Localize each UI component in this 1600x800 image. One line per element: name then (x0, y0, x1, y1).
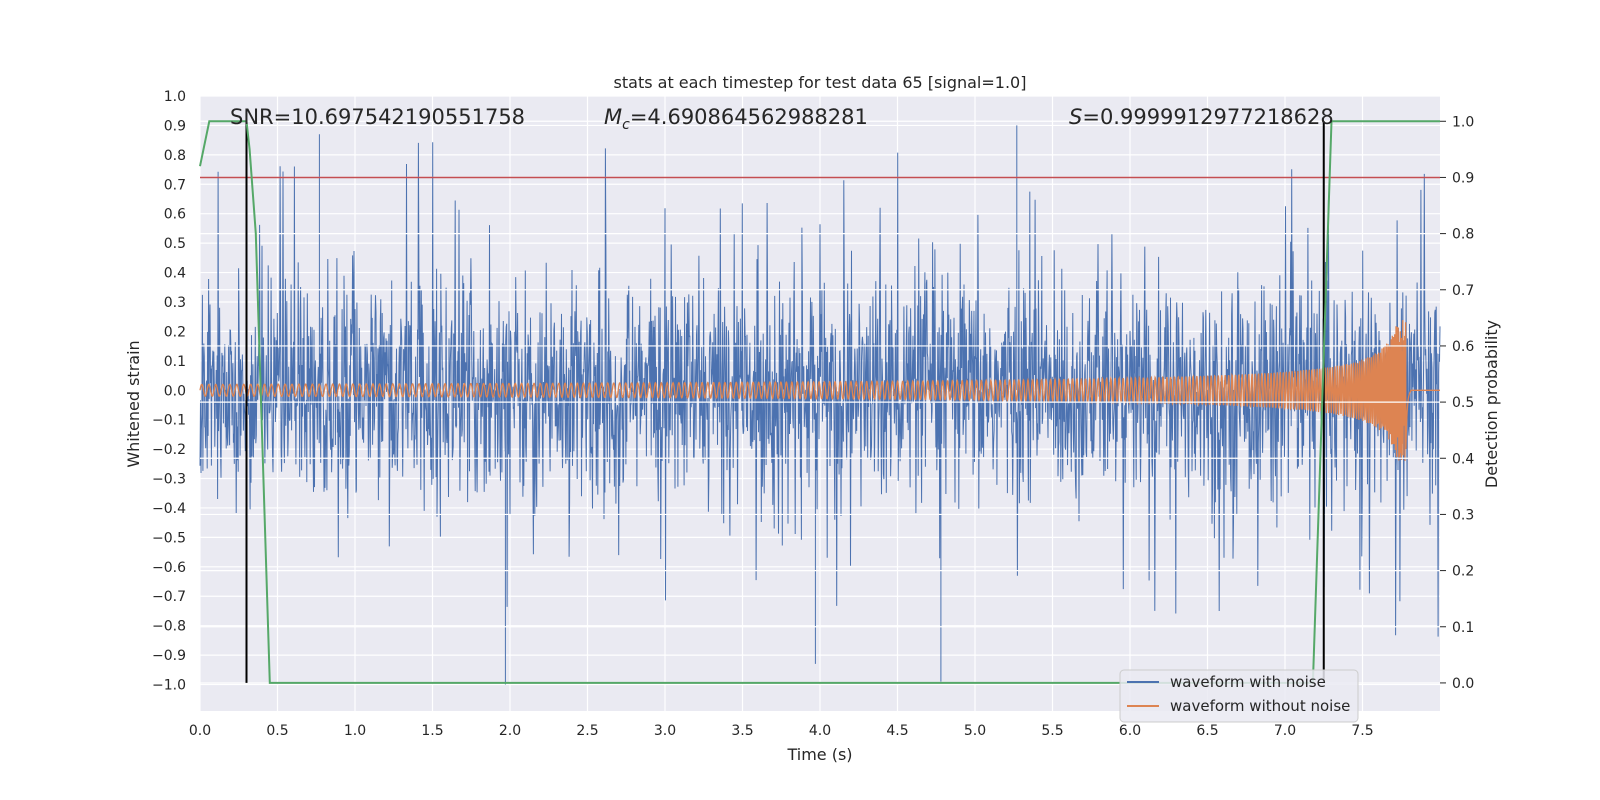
y-right-tick-label: 0.9 (1452, 170, 1474, 186)
x-tick-label: 6.0 (1119, 723, 1141, 739)
x-tick-label: 5.5 (1041, 723, 1063, 739)
y-right-tick-label: 0.7 (1452, 283, 1474, 299)
y-left-tick-label: −1.0 (152, 678, 186, 694)
chirp-mass-annotation: Mc=4.690864562988281 (604, 105, 868, 133)
y-left-tick-label: −0.9 (152, 648, 186, 664)
x-tick-label: 3.0 (654, 723, 676, 739)
x-tick-label: 6.5 (1196, 723, 1218, 739)
s-symbol: S (1069, 105, 1082, 129)
y-left-tick-label: 0.3 (164, 295, 186, 311)
chirp-mass-value: =4.690864562988281 (630, 105, 868, 129)
x-tick-label: 2.0 (499, 723, 521, 739)
x-tick-label: 4.0 (809, 723, 831, 739)
x-tick-label: 5.0 (964, 723, 986, 739)
y-right-tick-label: 1.0 (1452, 114, 1474, 130)
x-tick-label: 1.0 (344, 723, 366, 739)
series-line-detection-probability (199, 120, 1440, 684)
chirp-mass-subscript: c (622, 117, 630, 133)
y-left-tick-label: 0.8 (164, 148, 186, 164)
chart-title: stats at each timestep for test data 65 … (614, 73, 1027, 92)
legend: waveform with noise waveform without noi… (1119, 669, 1359, 723)
y-left-tick-label: −0.3 (152, 472, 186, 488)
series-line-waveform-with-noise (199, 125, 1441, 685)
y-left-tick-label: −0.2 (152, 442, 186, 458)
y-right-tick-label: 0.6 (1452, 339, 1474, 355)
y-right-tick-label: 0.5 (1452, 395, 1474, 411)
x-tick-label: 3.5 (731, 723, 753, 739)
chirp-mass-symbol: M (604, 105, 622, 129)
x-tick-label: 0.5 (266, 723, 288, 739)
y-left-tick-label: −0.8 (152, 619, 186, 635)
y-right-tick-label: 0.8 (1452, 227, 1474, 243)
x-tick-label: 7.5 (1351, 723, 1373, 739)
y-left-tick-label: 0.2 (164, 324, 186, 340)
y-left-tick-label: −0.1 (152, 413, 186, 429)
y-left-tick-label: 0.5 (164, 236, 186, 252)
y-right-tick-label: 0.1 (1452, 620, 1474, 636)
y-axis-right-label: Detection probability (1482, 320, 1501, 488)
y-right-tick-label: 0.4 (1452, 451, 1474, 467)
s-value: =0.9999912977218628 (1082, 105, 1333, 129)
y-left-tick-label: −0.6 (152, 560, 186, 576)
y-left-tick-label: 0.4 (164, 266, 186, 282)
y-left-tick-label: 0.9 (164, 118, 186, 134)
x-tick-label: 7.0 (1274, 723, 1296, 739)
x-tick-label: 1.5 (421, 723, 443, 739)
y-right-tick-label: 0.0 (1452, 676, 1474, 692)
x-axis-label: Time (s) (786, 745, 852, 764)
snr-annotation: SNR=10.697542190551758 (230, 105, 525, 129)
s-annotation: S=0.9999912977218628 (1069, 105, 1334, 129)
y-right-tick-label: 0.2 (1452, 564, 1474, 580)
y-left-tick-label: 0.7 (164, 177, 186, 193)
y-left-tick-label: −0.7 (152, 589, 186, 605)
y-left-tick-label: 0.0 (164, 383, 186, 399)
series-line-waveform-without-noise (199, 320, 1440, 461)
y-axis-left-label: Whitened strain (124, 340, 143, 467)
x-tick-label: 4.5 (886, 723, 908, 739)
x-tick-label: 0.0 (189, 723, 211, 739)
y-left-tick-label: 1.0 (164, 89, 186, 105)
x-tick-label: 2.5 (576, 723, 598, 739)
y-left-tick-label: −0.4 (152, 501, 186, 517)
y-left-tick-label: −0.5 (152, 530, 186, 546)
legend-box (1119, 669, 1359, 723)
y-left-tick-label: 0.1 (164, 354, 186, 370)
y-right-tick-label: 0.3 (1452, 507, 1474, 523)
y-left-tick-label: 0.6 (164, 207, 186, 223)
legend-label-waveform-with-noise: waveform with noise (1170, 673, 1326, 691)
legend-label-waveform-without-noise: waveform without noise (1170, 697, 1350, 715)
